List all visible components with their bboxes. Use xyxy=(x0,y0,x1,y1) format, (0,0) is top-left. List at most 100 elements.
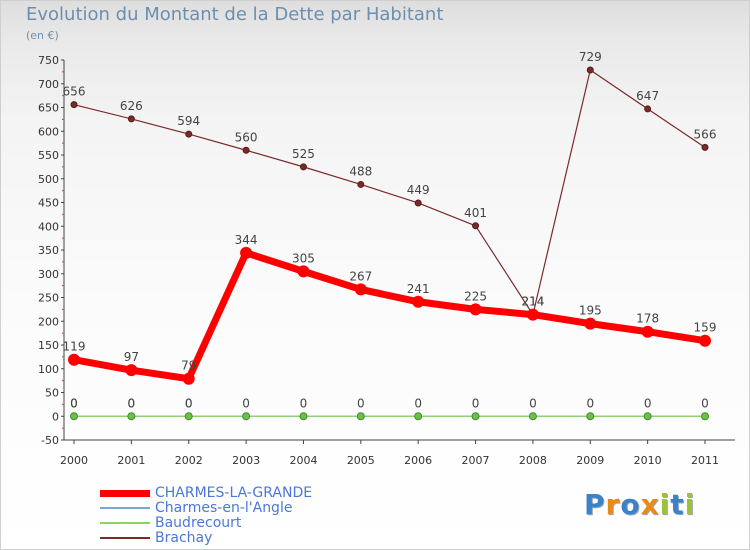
y-tick-label: 700 xyxy=(38,78,59,91)
data-label: 0 xyxy=(586,396,594,410)
data-label: 729 xyxy=(579,50,602,64)
y-tick-label: 650 xyxy=(38,102,59,115)
legend-swatch xyxy=(100,537,150,539)
data-point xyxy=(528,412,537,421)
legend-label: CHARMES-LA-GRANDE xyxy=(155,485,313,501)
legend-swatch xyxy=(100,507,150,509)
data-point xyxy=(412,295,425,308)
y-tick-label: 200 xyxy=(38,315,59,328)
y-tick-label: 250 xyxy=(38,292,59,305)
data-label: 0 xyxy=(70,396,78,410)
y-tick-label: 750 xyxy=(38,54,59,67)
x-tick-label: 2004 xyxy=(289,454,317,467)
y-tick-label: 450 xyxy=(38,197,59,210)
legend-swatch xyxy=(100,522,150,524)
data-point xyxy=(299,412,308,421)
data-point xyxy=(127,115,135,123)
data-label: 626 xyxy=(120,99,143,113)
data-point xyxy=(184,412,193,421)
data-label: 401 xyxy=(464,206,487,220)
data-point xyxy=(242,412,251,421)
data-label: 267 xyxy=(349,269,372,283)
data-point xyxy=(125,364,138,377)
y-tick-label: 150 xyxy=(38,339,59,352)
data-label: 647 xyxy=(636,89,659,103)
data-point xyxy=(584,317,597,330)
series-line-0 xyxy=(73,249,706,383)
data-label: 214 xyxy=(521,295,544,309)
data-label: 0 xyxy=(185,396,193,410)
chart-subtitle: (en €) xyxy=(26,29,59,42)
data-label: 119 xyxy=(63,340,86,354)
data-point xyxy=(127,412,136,421)
x-tick-label: 2001 xyxy=(117,454,145,467)
x-tick-label: 2005 xyxy=(347,454,375,467)
data-label: 525 xyxy=(292,147,315,161)
data-point xyxy=(240,246,253,259)
data-point xyxy=(699,334,711,347)
data-point xyxy=(526,308,539,321)
data-point xyxy=(701,412,709,421)
data-point xyxy=(356,412,365,421)
data-point xyxy=(242,146,250,154)
data-label: 79 xyxy=(181,359,196,373)
x-tick-label: 2008 xyxy=(519,454,547,467)
data-label: 305 xyxy=(292,251,315,265)
data-label: 241 xyxy=(407,282,430,296)
x-tick-label: 2010 xyxy=(634,454,662,467)
x-tick-label: 2007 xyxy=(462,454,490,467)
data-point xyxy=(299,163,307,171)
data-label: 560 xyxy=(235,130,258,144)
data-label: 0 xyxy=(300,396,308,410)
data-point xyxy=(70,412,78,421)
data-point xyxy=(472,222,480,230)
data-label: 159 xyxy=(694,321,717,335)
y-tick-label: 300 xyxy=(38,268,59,281)
data-label: 0 xyxy=(472,396,480,410)
series-layer xyxy=(68,66,711,421)
data-label: 0 xyxy=(70,396,78,410)
chart-title: Evolution du Montant de la Dette par Hab… xyxy=(26,4,444,25)
data-point xyxy=(469,303,482,316)
data-point xyxy=(297,265,310,278)
x-tick-label: 2011 xyxy=(691,454,719,467)
y-tick-label: 550 xyxy=(38,149,59,162)
data-label: 0 xyxy=(529,396,537,410)
y-tick-label: -50 xyxy=(41,434,59,447)
data-point xyxy=(414,412,423,421)
data-label: 0 xyxy=(128,396,136,410)
data-label: 225 xyxy=(464,289,487,303)
y-tick-label: 600 xyxy=(38,125,59,138)
x-tick-label: 2009 xyxy=(576,454,604,467)
data-label: 0 xyxy=(128,396,136,410)
series-line-3 xyxy=(73,69,706,316)
data-label: 178 xyxy=(636,312,659,326)
data-label: 656 xyxy=(63,85,86,99)
data-label: 566 xyxy=(694,127,717,141)
proxiti-logo: Proxiti xyxy=(584,488,696,521)
data-label: 0 xyxy=(185,396,193,410)
x-tick-label: 2003 xyxy=(232,454,260,467)
y-tick-label: 100 xyxy=(38,363,59,376)
y-tick-label: 500 xyxy=(38,173,59,186)
x-tick-label: 2002 xyxy=(175,454,203,467)
data-labels-layer: 656 626 594 560 525 488 449 401 214 729 647 566 0 0 0 0… xyxy=(63,50,717,410)
data-point xyxy=(68,353,80,366)
data-point xyxy=(586,66,594,74)
data-label: 97 xyxy=(124,350,139,364)
data-label: 449 xyxy=(407,183,430,197)
data-label: 0 xyxy=(357,396,365,410)
x-tick-label: 2000 xyxy=(60,454,88,467)
data-label: 195 xyxy=(579,304,602,318)
data-label: 0 xyxy=(414,396,422,410)
y-tick-label: 400 xyxy=(38,220,59,233)
data-point xyxy=(701,143,709,151)
data-point xyxy=(414,199,422,207)
legend-label: Charmes-en-l'Angle xyxy=(155,500,293,516)
data-point xyxy=(643,412,652,421)
data-label: 214 xyxy=(521,295,544,309)
legend-label: Brachay xyxy=(155,530,213,546)
data-point xyxy=(641,325,654,338)
